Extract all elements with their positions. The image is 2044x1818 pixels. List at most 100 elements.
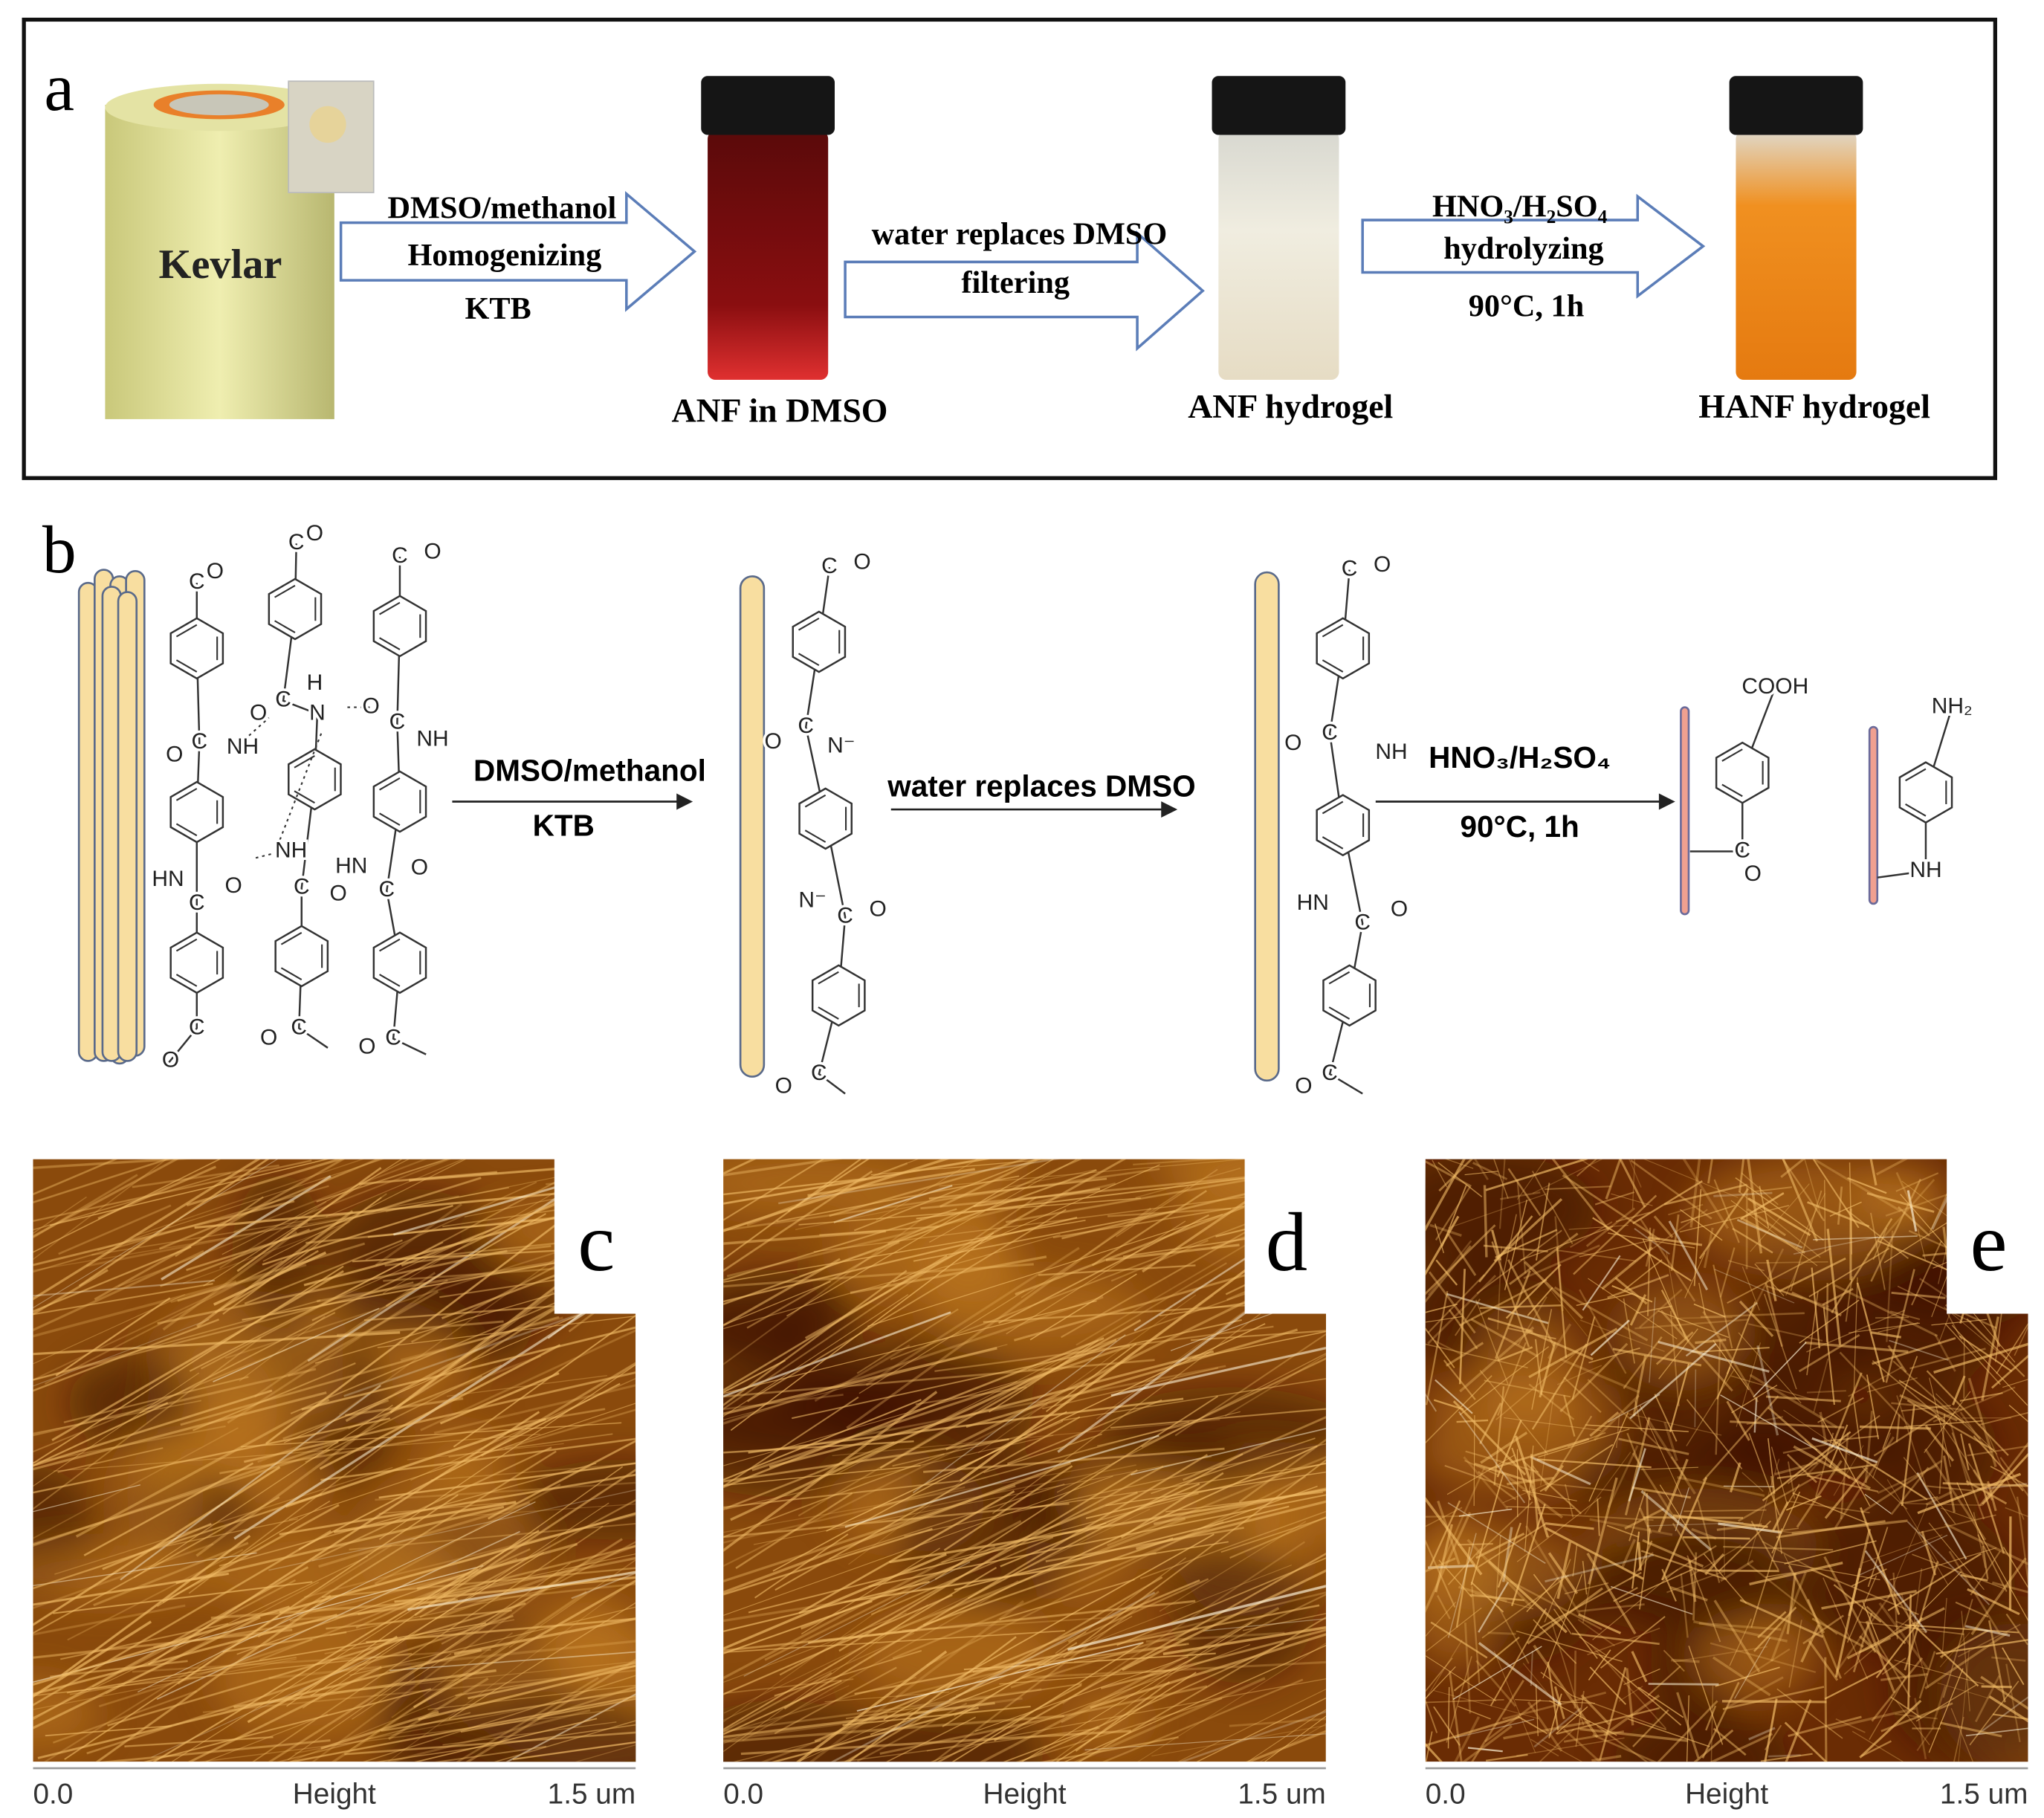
fiber-strand — [33, 1427, 239, 1539]
fiber-strand — [1683, 1536, 1750, 1540]
fiber-strand — [873, 1421, 1190, 1509]
fiber-strand — [1540, 1394, 1555, 1486]
double-bond — [1322, 836, 1344, 850]
fiber-strand — [723, 1714, 1064, 1743]
fiber-strand — [1445, 1159, 1474, 1169]
fiber-strand — [1886, 1479, 1940, 1565]
fiber-strand — [1461, 1725, 1513, 1762]
fiber-strand — [45, 1725, 172, 1737]
fiber-strand — [1669, 1363, 1690, 1432]
fiber-strand — [83, 1462, 254, 1556]
fiber-strand — [286, 1466, 624, 1707]
fiber-strand — [243, 1371, 636, 1463]
fiber-strand — [1736, 1525, 1792, 1533]
fiber-strand — [1747, 1323, 1823, 1342]
fiber-strand — [1528, 1383, 1575, 1420]
fiber-strand — [257, 1354, 542, 1463]
fiber-strand — [1862, 1601, 1880, 1642]
fiber-strand — [1520, 1226, 1614, 1261]
fiber-strand — [723, 1399, 922, 1481]
fiber-strand — [723, 1218, 922, 1365]
fiber-strand — [1632, 1355, 1647, 1417]
fiber-strand — [1480, 1431, 1528, 1464]
fiber-strand — [1425, 1731, 1433, 1762]
fiber-strand — [1427, 1274, 1485, 1333]
chem-label: NH — [1909, 858, 1941, 882]
chem-label: C — [385, 1025, 401, 1049]
fiber-strand — [1872, 1360, 1946, 1422]
fiber-strand — [723, 1685, 850, 1744]
fiber-strand — [298, 1382, 621, 1550]
fiber-strand — [1811, 1267, 1820, 1349]
fiber-strand — [1448, 1671, 1463, 1762]
fiber-strand — [1679, 1205, 1790, 1233]
fiber-strand — [1452, 1646, 1542, 1700]
fiber-strand — [420, 1329, 636, 1432]
fiber-strand — [1626, 1668, 1634, 1726]
fiber-strand — [723, 1170, 873, 1272]
fiber-strand — [302, 1502, 609, 1709]
chem-label: HN — [152, 867, 184, 891]
fiber-strand — [1835, 1593, 1892, 1673]
fiber-strand — [1433, 1689, 1539, 1720]
fiber-strand — [1441, 1185, 1467, 1247]
fiber-strand — [33, 1159, 118, 1196]
fiber-strand — [1940, 1507, 1973, 1520]
fiber-strand — [1782, 1443, 1828, 1455]
fiber-strand — [1747, 1159, 1763, 1254]
process-arrow — [844, 230, 1205, 352]
fiber-strand — [1754, 1263, 1785, 1296]
fiber-strand — [213, 1251, 327, 1306]
fiber-strand — [1075, 1680, 1171, 1752]
fiber-strand — [783, 1454, 1209, 1709]
fiber-strand — [1435, 1223, 1445, 1254]
fiber-strand — [1849, 1322, 1921, 1333]
fiber-strand — [1579, 1159, 1600, 1172]
fiber-strand — [307, 1167, 603, 1362]
afm-patch — [1425, 1525, 1582, 1611]
chem-label: O — [358, 1035, 375, 1059]
fiber-strand — [1872, 1227, 1888, 1261]
fiber-strand — [1933, 1342, 2028, 1374]
fiber-strand — [1425, 1245, 1472, 1304]
fiber-strand — [1425, 1715, 1520, 1747]
fiber-strand — [1939, 1631, 1970, 1668]
fiber-strand — [1951, 1432, 1985, 1520]
fiber-strand — [161, 1175, 331, 1281]
fiber-strand — [33, 1216, 352, 1271]
chem-label: O — [260, 1025, 277, 1049]
fiber-strand — [726, 1182, 1116, 1278]
fiber-strand — [1770, 1571, 1807, 1662]
fiber-strand — [381, 1689, 636, 1732]
fiber-strand — [1531, 1343, 1588, 1430]
fiber-strand — [1427, 1275, 1497, 1345]
fiber-strand — [1425, 1640, 1463, 1701]
fiber-strand — [1702, 1395, 1779, 1481]
fiber-strand — [814, 1344, 911, 1403]
fiber-strand — [1442, 1466, 1486, 1562]
fiber-strand — [54, 1466, 393, 1575]
fiber-strand — [51, 1269, 344, 1442]
fiber-strand — [282, 1399, 389, 1440]
fiber-strand — [1876, 1641, 1911, 1698]
fiber-strand — [842, 1705, 1031, 1727]
double-bond — [379, 974, 401, 987]
fiber-strand — [175, 1196, 264, 1258]
fiber-strand — [1432, 1159, 1448, 1188]
fiber-strand — [1899, 1394, 1959, 1422]
fiber-strand — [1493, 1159, 1509, 1199]
fiber-strand — [1571, 1632, 1660, 1646]
fiber-strand — [1977, 1534, 2008, 1592]
fiber-strand — [1895, 1713, 1938, 1720]
fiber-strand — [1996, 1323, 2028, 1374]
fiber-strand — [460, 1698, 636, 1733]
fiber-strand — [1427, 1240, 1472, 1296]
fiber-strand — [1475, 1660, 1517, 1707]
fiber-strand — [1493, 1386, 1505, 1486]
fiber-strand — [1974, 1675, 2001, 1723]
fiber-strand — [1623, 1668, 1660, 1685]
fiber-strand — [1940, 1721, 2002, 1738]
fiber-strand — [892, 1432, 1037, 1467]
fiber-strand — [776, 1175, 1020, 1223]
fiber-strand — [999, 1669, 1171, 1685]
